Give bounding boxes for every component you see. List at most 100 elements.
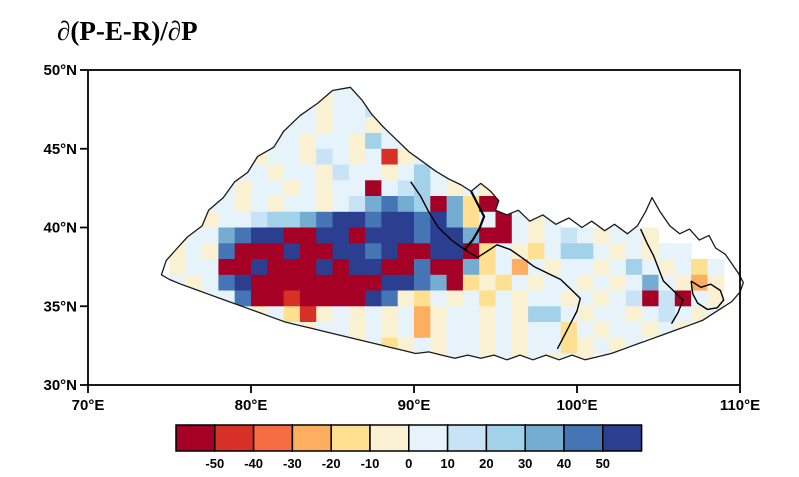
map-cell [332,101,350,118]
map-cell [462,337,480,355]
map-cell [381,133,399,150]
map-cell [560,337,578,355]
map-cell [185,259,203,276]
map-cell [202,227,219,244]
map-cell [593,259,611,276]
map-cell [283,274,301,292]
map-cell [462,290,480,307]
map-cell [495,290,513,307]
map-cell [625,306,643,323]
map-cell [283,164,301,181]
map-cell [381,306,399,323]
map-cell [414,180,431,197]
map-cell [414,306,431,323]
map-cell [169,259,187,276]
map-cell [251,243,268,260]
colorbar-segment [369,424,410,452]
map-cell [299,196,317,213]
map-cell [332,274,350,292]
map-cell [691,259,708,276]
map-cell [544,227,562,244]
map-cell [511,274,529,292]
map-cell [169,243,187,260]
map-cell [397,243,415,260]
map-cell [218,243,236,260]
map-cell [267,211,285,229]
x-tick-label: 90°E [398,397,431,414]
map-cell [332,211,350,229]
map-cell [316,227,334,244]
colorbar-segment [446,424,488,452]
map-cell [414,353,431,360]
map-cell [511,243,529,260]
map-cell [560,322,578,339]
map-cell [283,101,301,118]
map-cell [218,196,236,213]
map-cell [430,337,448,355]
map-cell [625,322,643,339]
map-cell [202,274,219,292]
map-cell [560,290,578,307]
map-cell [560,243,578,260]
colorbar-tick-label: 50 [596,456,610,471]
map-cell [202,243,219,260]
map-cell [348,180,366,197]
map-cell [414,164,431,181]
map-cell [577,337,594,355]
map-cell [528,243,545,260]
map-cell [365,164,382,181]
map-cell [397,164,415,181]
map-cell [609,227,627,244]
map-cell [593,243,611,260]
map-cell [299,243,317,260]
map-cell [397,196,415,213]
map-cell [234,322,252,339]
map-cell [674,243,692,260]
map-cell [218,164,236,181]
map-cell [430,259,448,276]
map-cell [381,101,399,118]
map-cell [707,290,725,307]
map-cell [234,196,252,213]
basin-boundary [690,280,725,311]
map-cell [332,87,350,103]
map-cell [430,148,448,166]
map-cell [544,259,562,276]
map-cell [430,322,448,339]
map-cell [577,274,594,292]
map-cell [544,274,562,292]
map-cell [316,87,334,103]
map-cell [365,87,382,103]
map-cell [691,290,708,307]
map-cell [267,259,285,276]
map-cell [365,148,382,166]
map-cell [348,290,366,307]
map-cell [495,306,513,323]
map-cell [414,211,431,229]
map-cell [446,290,464,307]
map-cell [381,259,399,276]
map-cell [299,148,317,166]
map-cell [462,322,480,339]
map-cell [593,274,611,292]
map-cell [365,196,382,213]
map-cell [234,274,252,292]
x-tick-label: 70°E [72,397,105,414]
map-cell [544,353,562,360]
map-cell [316,243,334,260]
colorbar-segment [291,424,332,452]
map-cell [234,227,252,244]
map-cell [218,274,236,292]
map-cell [251,274,268,292]
map-cell [332,290,350,307]
map-cell [185,243,203,260]
map-cell [511,337,529,355]
map-cell [348,133,366,150]
map-cell [446,227,464,244]
map-cell [397,259,415,276]
map-cell [658,259,676,276]
map-cell [365,274,382,292]
map-cell [251,196,268,213]
map-cell [691,322,708,339]
basin-boundary [463,190,486,251]
